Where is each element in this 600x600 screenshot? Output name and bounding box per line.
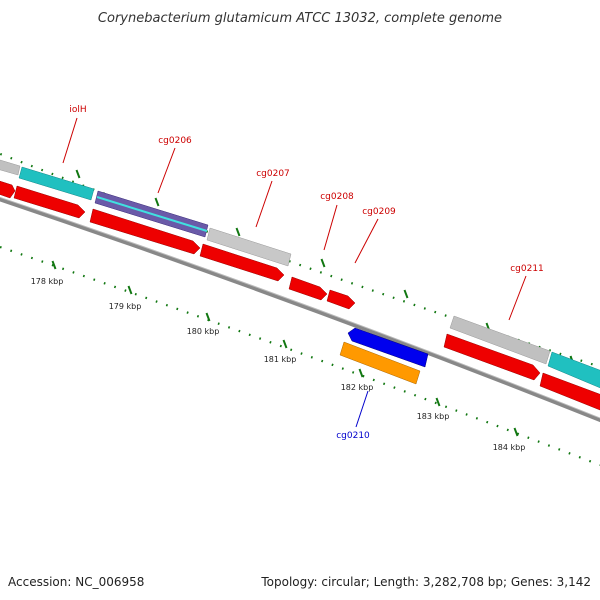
tick-label-181: 181 kbp (264, 355, 297, 364)
tick-labels: 178 kbp 179 kbp 180 kbp 181 kbp 182 kbp … (31, 277, 526, 452)
major-ticks (51, 169, 575, 437)
purple-feature-stripe (96, 196, 208, 232)
leader-cg0209 (354, 218, 379, 264)
ruler-major-tick (435, 397, 441, 407)
genome-backbone-highlight (0, 196, 600, 419)
tick-label-182: 182 kbp (341, 383, 374, 392)
cds-arrow[interactable] (539, 372, 600, 414)
gene-feature[interactable] (0, 157, 21, 176)
gene-track (0, 157, 600, 392)
tick-label-178: 178 kbp (31, 277, 64, 286)
accession-text: Accession: NC_006958 (8, 575, 144, 589)
leader-cg0211 (508, 275, 527, 321)
reverse-features (339, 327, 429, 385)
cds-track (0, 178, 600, 414)
tick-label-184: 184 kbp (493, 443, 526, 452)
label-leaders (62, 117, 527, 428)
ruler-major-tick (320, 258, 326, 268)
tick-label-180: 180 kbp (187, 327, 220, 336)
blue-feature[interactable] (347, 327, 429, 368)
ruler-major-tick (513, 427, 519, 437)
ruler-major-tick (282, 339, 288, 349)
leader-cg0206 (157, 147, 176, 194)
gene-label-cg0208[interactable]: cg0208 (320, 192, 354, 202)
genome-backbone (0, 197, 600, 423)
ruler-major-tick (51, 260, 57, 270)
gene-label-cg0210[interactable]: cg0210 (336, 431, 370, 441)
gene-feature[interactable] (449, 315, 551, 365)
cds-arrow[interactable] (0, 178, 16, 199)
genome-summary-text: Topology: circular; Length: 3,282,708 bp… (260, 575, 591, 589)
ruler-major-tick (127, 285, 133, 295)
gene-labels: iolH cg0206 cg0207 cg0208 cg0209 cg0211 … (69, 105, 543, 441)
cds-arrow[interactable] (89, 208, 201, 255)
gene-label-cg0209[interactable]: cg0209 (362, 207, 396, 217)
cyan-feature[interactable] (18, 166, 95, 201)
cds-arrow[interactable] (13, 185, 86, 219)
gene-label-iolH[interactable]: iolH (69, 105, 86, 115)
gene-label-cg0211[interactable]: cg0211 (510, 264, 544, 274)
gene-label-cg0207[interactable]: cg0207 (256, 169, 290, 179)
ruler-major-tick (154, 197, 160, 207)
tick-label-183: 183 kbp (417, 412, 450, 421)
leader-cg0208 (323, 204, 338, 251)
gene-feature[interactable] (206, 227, 292, 267)
ruler-major-tick (403, 289, 409, 299)
gene-label-cg0206[interactable]: cg0206 (158, 136, 192, 146)
leader-cg0207 (255, 180, 273, 228)
leader-cg0210 (355, 390, 369, 428)
outer-ruler (0, 152, 600, 368)
ruler-major-tick (205, 312, 211, 322)
cds-arrow[interactable] (199, 243, 285, 282)
cds-arrow[interactable] (443, 333, 541, 381)
tick-label-179: 179 kbp (109, 302, 142, 311)
cyan-feature[interactable] (547, 351, 600, 392)
leader-iolH (62, 117, 78, 164)
cds-arrow[interactable] (326, 289, 356, 310)
ruler-major-tick (358, 368, 364, 378)
ruler-major-tick (75, 169, 81, 179)
cds-arrow[interactable] (288, 276, 328, 301)
orange-feature[interactable] (339, 341, 421, 385)
ruler-major-tick (235, 227, 241, 237)
map-title: Corynebacterium glutamicum ATCC 13032, c… (98, 11, 502, 26)
